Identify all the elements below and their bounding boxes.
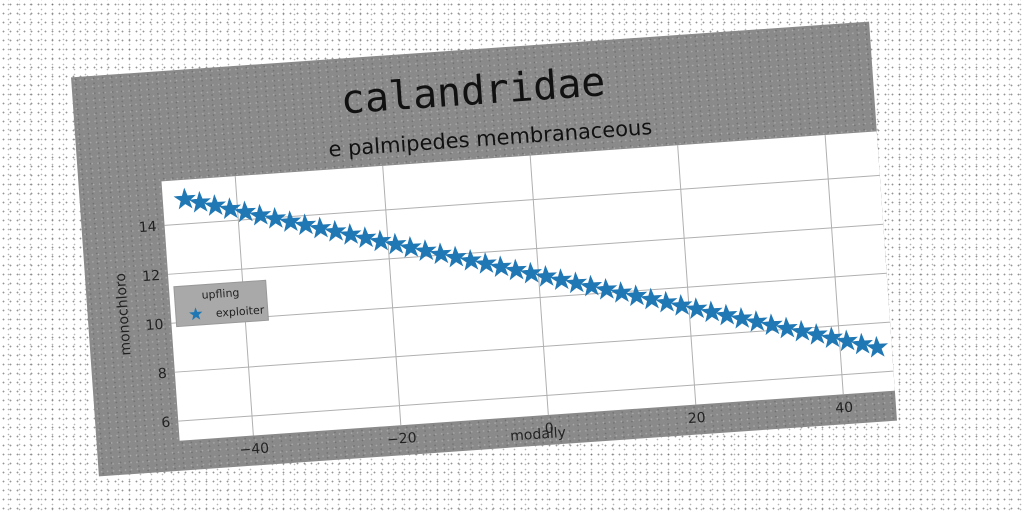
data-point	[309, 216, 332, 239]
x-tick-label: −20	[387, 430, 418, 448]
data-point	[790, 319, 813, 342]
chart-title: calandridae	[339, 59, 606, 123]
series-exploiter	[173, 187, 888, 358]
x-grid-line	[824, 134, 844, 395]
legend: upfling exploiter	[173, 279, 269, 328]
data-point	[323, 219, 347, 242]
y-grid-line	[164, 174, 880, 226]
data-point	[218, 197, 242, 219]
y-grid-line	[167, 223, 884, 275]
data-point	[609, 281, 633, 303]
data-point	[203, 194, 226, 216]
data-point	[835, 329, 858, 352]
chart-figure: calandridae e palmipedes membranaceous −…	[71, 21, 897, 477]
data-point	[760, 313, 783, 336]
data-point	[504, 258, 527, 281]
data-point	[730, 306, 753, 329]
data-point	[293, 213, 317, 236]
data-point	[369, 229, 392, 252]
y-tick-label: 10	[145, 317, 164, 334]
data-point	[655, 290, 678, 313]
data-point	[489, 255, 512, 278]
y-grid-line	[171, 272, 887, 324]
data-point	[579, 274, 603, 297]
data-point	[700, 300, 723, 323]
y-tick-label: 8	[157, 366, 167, 383]
x-grid-line	[677, 145, 697, 405]
data-point	[188, 190, 211, 213]
legend-title: upfling	[201, 286, 240, 302]
y-grid-line	[178, 370, 894, 422]
plot-area	[161, 131, 895, 441]
data-point	[278, 210, 302, 232]
data-point	[865, 335, 888, 358]
x-grid-line	[382, 165, 402, 426]
chart-svg: calandridae e palmipedes membranaceous −…	[113, 59, 895, 459]
x-tick-label: 20	[687, 410, 706, 427]
x-grid-line	[529, 155, 549, 415]
data-point	[248, 203, 272, 226]
data-point	[715, 303, 738, 326]
data-point	[414, 239, 437, 261]
data-point	[594, 277, 618, 300]
data-point	[685, 297, 708, 319]
data-point	[850, 332, 873, 355]
data-point	[805, 323, 828, 345]
data-point	[459, 248, 482, 271]
x-tick-label: 0	[544, 421, 554, 438]
data-point	[624, 284, 648, 307]
data-point	[429, 242, 452, 265]
data-point	[384, 232, 407, 255]
data-point	[399, 235, 422, 258]
data-point	[263, 206, 287, 229]
data-point	[549, 268, 572, 290]
tick-labels: −40 −20 0 20 40 6 8 10 12 14	[138, 219, 854, 459]
legend-entry-exploiter: exploiter	[215, 303, 265, 319]
x-tick-label: 40	[835, 400, 854, 417]
legend-marker-star	[189, 307, 203, 321]
data-point	[564, 271, 588, 294]
x-tick-label: −40	[239, 440, 270, 458]
data-point	[354, 226, 377, 249]
data-point	[670, 294, 693, 316]
data-point	[444, 245, 467, 268]
data-point	[639, 287, 663, 310]
data-point	[775, 316, 798, 339]
legend-star-icon	[189, 307, 203, 321]
y-tick-label: 12	[142, 268, 161, 285]
y-axis-label: monochloro	[113, 272, 135, 356]
data-point	[339, 223, 362, 245]
y-tick-label: 6	[161, 415, 171, 432]
data-point	[233, 200, 257, 223]
data-point	[173, 187, 196, 210]
data-point	[534, 265, 557, 287]
data-point	[745, 310, 768, 332]
data-point	[474, 252, 497, 274]
y-tick-label: 14	[138, 219, 157, 236]
x-axis-label: modally	[510, 425, 567, 445]
data-point	[519, 261, 542, 284]
data-point	[820, 326, 843, 349]
